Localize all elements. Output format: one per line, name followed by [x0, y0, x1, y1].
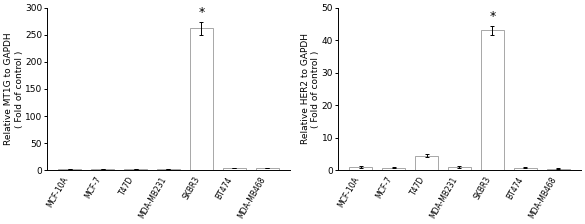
Bar: [349, 167, 372, 170]
Y-axis label: Relative MT1G to GAPDH
( Fold of control ): Relative MT1G to GAPDH ( Fold of control…: [4, 33, 23, 145]
Text: *: *: [198, 6, 205, 19]
Bar: [58, 169, 81, 170]
Bar: [91, 169, 114, 170]
Bar: [190, 28, 213, 170]
Bar: [514, 168, 537, 170]
Bar: [157, 169, 180, 170]
Text: *: *: [489, 10, 495, 23]
Bar: [415, 156, 438, 170]
Bar: [547, 169, 570, 170]
Y-axis label: Relative HER2 to GAPDH
( Fold of control ): Relative HER2 to GAPDH ( Fold of control…: [301, 33, 321, 144]
Bar: [382, 168, 405, 170]
Bar: [256, 168, 279, 170]
Bar: [223, 168, 246, 170]
Bar: [124, 169, 147, 170]
Bar: [481, 30, 504, 170]
Bar: [448, 167, 471, 170]
